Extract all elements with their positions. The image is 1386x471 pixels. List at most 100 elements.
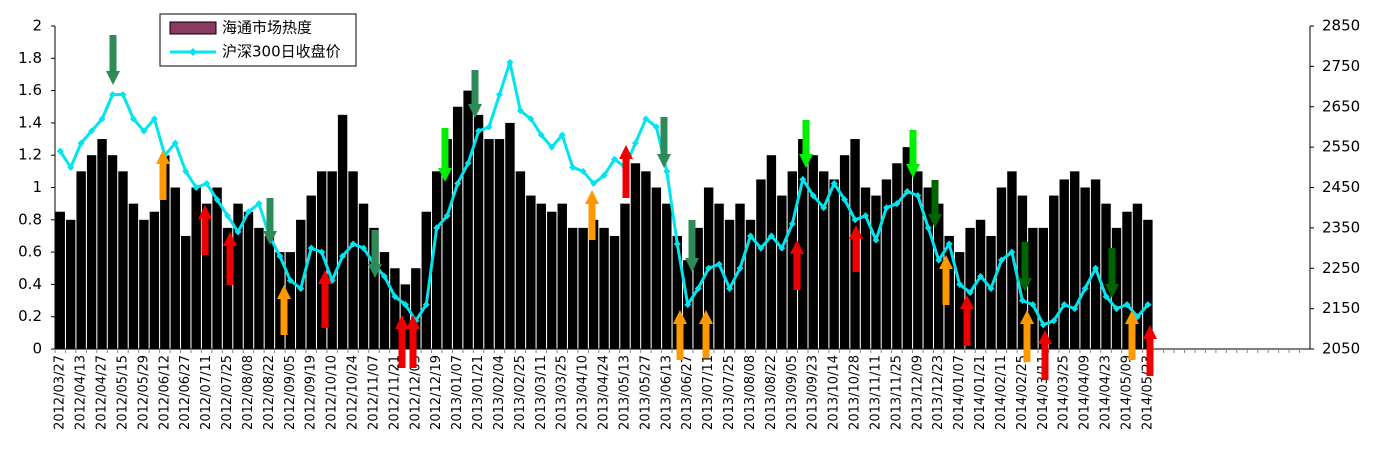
marker — [307, 244, 315, 252]
marker — [684, 301, 692, 309]
marker — [652, 123, 660, 131]
bar — [390, 268, 400, 349]
marker — [893, 200, 901, 208]
bar — [306, 195, 316, 349]
bar — [975, 219, 986, 349]
bar — [55, 211, 65, 349]
marker — [726, 284, 734, 292]
marker — [1113, 305, 1121, 313]
y-tick-label: 0.8 — [18, 210, 42, 228]
bar — [923, 187, 933, 349]
legend-swatch — [169, 21, 217, 35]
bar — [547, 211, 557, 349]
marker — [192, 184, 200, 191]
bar — [860, 187, 871, 349]
bar — [787, 171, 798, 349]
bar — [358, 203, 369, 349]
x-tick-label: 2013/05/27 — [638, 355, 653, 430]
marker — [862, 212, 870, 220]
signal-arrow — [438, 128, 452, 182]
marker — [809, 192, 817, 200]
bar — [452, 106, 463, 349]
y-tick-label: 1.2 — [18, 146, 42, 164]
marker — [820, 204, 828, 212]
x-tick-label: 2013/08/22 — [764, 355, 779, 430]
marker — [454, 179, 462, 187]
marker — [1144, 301, 1152, 309]
bar — [996, 187, 1007, 349]
marker — [1029, 301, 1037, 309]
marker — [475, 127, 483, 135]
marker — [140, 127, 148, 135]
signal-arrow — [673, 310, 687, 360]
marker — [255, 200, 263, 208]
x-tick-label: 2012/12/19 — [429, 355, 444, 430]
legend-label: 沪深300日收盘价 — [222, 43, 341, 61]
marker — [694, 284, 702, 292]
bar — [369, 227, 379, 349]
marker — [663, 167, 671, 175]
bar — [316, 171, 327, 349]
bar — [86, 155, 97, 349]
marker — [966, 288, 974, 296]
bar — [505, 122, 515, 350]
bar — [432, 171, 442, 349]
x-tick-label: 2013/12/23 — [931, 355, 946, 430]
bar — [735, 203, 745, 349]
marker — [631, 139, 639, 147]
marker — [788, 220, 796, 228]
y-tick-label: 0.4 — [18, 275, 42, 293]
bar — [536, 203, 547, 349]
bar — [1007, 171, 1017, 349]
marker — [380, 272, 388, 280]
signal-arrow — [1143, 325, 1157, 376]
y2-tick-label: 2550 — [1322, 138, 1360, 156]
y2-tick-label: 2650 — [1322, 97, 1360, 115]
marker — [516, 107, 524, 115]
bar — [264, 235, 275, 349]
bar — [609, 235, 620, 349]
axes: 0 0.2 0.4 0.6 0.8 1 1.2 1.4 1.6 1.8 2 2050 2150 2250 2… — [18, 17, 1360, 430]
marker — [119, 91, 127, 99]
signal-arrow — [1105, 248, 1119, 298]
bar — [201, 203, 212, 349]
bar — [954, 252, 965, 349]
x-tick-label: 2014/04/09 — [1078, 355, 1093, 430]
x-tick-label: 2014/01/07 — [952, 355, 967, 430]
bar — [913, 171, 923, 349]
bar — [1132, 203, 1143, 349]
x-tick-label: 2013/03/11 — [534, 355, 549, 430]
marker — [67, 163, 75, 171]
signal-arrows — [106, 35, 1157, 380]
signal-arrow — [468, 70, 482, 118]
signal-arrow — [699, 310, 713, 358]
signal-arrow — [395, 315, 409, 368]
signal-arrow — [106, 35, 120, 85]
marker — [1123, 301, 1131, 309]
bar — [484, 139, 494, 349]
marker — [1092, 264, 1100, 272]
bar — [411, 268, 421, 349]
marker — [422, 301, 430, 309]
bar — [986, 235, 996, 349]
marker — [914, 192, 922, 200]
x-tick-label: 2013/06/13 — [659, 355, 674, 430]
signal-arrow — [685, 220, 699, 272]
bars — [55, 90, 1153, 350]
y-tick-label: 1.8 — [18, 49, 42, 67]
x-tick-label: 2014/03/25 — [1057, 355, 1072, 430]
marker — [234, 228, 242, 236]
marker — [778, 244, 786, 252]
x-tick-label: 2014/02/25 — [1015, 355, 1030, 430]
bar — [400, 284, 411, 349]
bar — [379, 252, 390, 349]
marker — [485, 123, 493, 131]
x-tick-label: 2012/08/22 — [262, 355, 277, 430]
bar — [1069, 171, 1080, 349]
x-tick-label: 2013/05/13 — [617, 355, 632, 430]
x-tick-label: 2013/07/25 — [722, 355, 737, 430]
bar — [170, 187, 180, 349]
marker — [1050, 317, 1058, 325]
marker — [391, 293, 399, 301]
signal-arrow — [1020, 310, 1034, 362]
